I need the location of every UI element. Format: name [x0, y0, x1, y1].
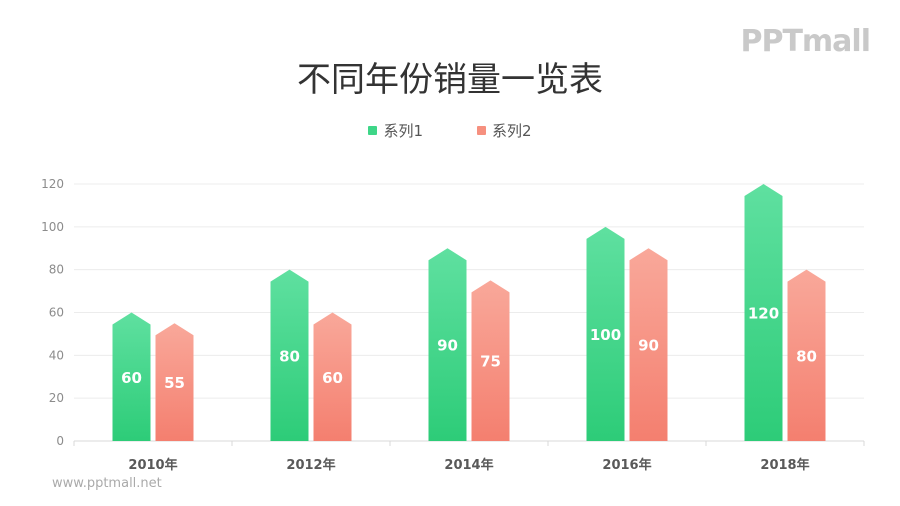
bar-series-2 [313, 312, 352, 441]
bar-series-1 [270, 269, 309, 441]
y-tick-label: 40 [49, 348, 64, 362]
legend-item-series-1: 系列1 [368, 120, 423, 141]
legend-swatch-series-1 [368, 126, 378, 135]
data-label: 80 [279, 347, 300, 365]
bar-series-1 [744, 184, 783, 441]
bar-series-2 [787, 269, 826, 441]
bar-series-1 [112, 312, 151, 441]
data-label: 55 [164, 374, 185, 392]
x-tick-label: 2016年 [602, 457, 651, 473]
bar-series-1 [428, 248, 467, 441]
brand-logo: PPTmall [740, 24, 871, 59]
x-tick-label: 2012年 [286, 457, 335, 473]
data-label: 75 [480, 353, 501, 371]
y-tick-label: 0 [56, 434, 64, 448]
y-tick-label: 20 [49, 391, 64, 405]
y-tick-label: 60 [49, 306, 64, 320]
x-tick-label: 2018年 [760, 457, 809, 473]
x-tick-label: 2014年 [444, 457, 493, 473]
y-tick-label: 120 [41, 177, 64, 191]
bar-series-2 [155, 323, 194, 441]
legend-label-series-1: 系列1 [383, 122, 423, 140]
bar-series-2 [629, 248, 668, 441]
data-label: 90 [638, 337, 659, 355]
data-label: 60 [121, 369, 142, 387]
grid-lines [74, 183, 864, 399]
y-tick-label: 80 [49, 263, 64, 277]
bar-series-2 [471, 280, 510, 441]
data-label: 90 [437, 337, 458, 355]
data-label: 80 [796, 347, 817, 365]
legend-item-series-2: 系列2 [477, 120, 532, 141]
data-label: 60 [322, 369, 343, 387]
legend-swatch-series-2 [477, 126, 486, 135]
data-label: 100 [590, 326, 621, 344]
footer-url: www.pptmall.net [52, 476, 162, 491]
chart-title: 不同年份销量一览表 [297, 60, 603, 100]
legend-label-series-2: 系列2 [492, 122, 532, 140]
axes: 0 20 40 60 80 100 120 2010年 2012年 2014年 2016年 2018年 [41, 177, 865, 473]
x-tick-label: 2010年 [128, 457, 177, 473]
y-tick-label: 100 [41, 220, 64, 234]
bars: 60 55 80 60 90 75 100 90 120 80 [112, 184, 826, 441]
chart-legend: 系列1 系列2 [0, 120, 900, 141]
bar-series-1 [586, 226, 625, 441]
data-label: 120 [748, 305, 779, 323]
